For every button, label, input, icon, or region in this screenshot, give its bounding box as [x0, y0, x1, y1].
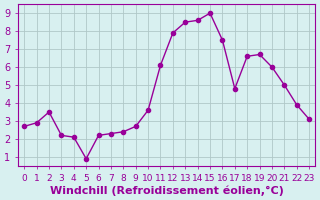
- X-axis label: Windchill (Refroidissement éolien,°C): Windchill (Refroidissement éolien,°C): [50, 185, 284, 196]
